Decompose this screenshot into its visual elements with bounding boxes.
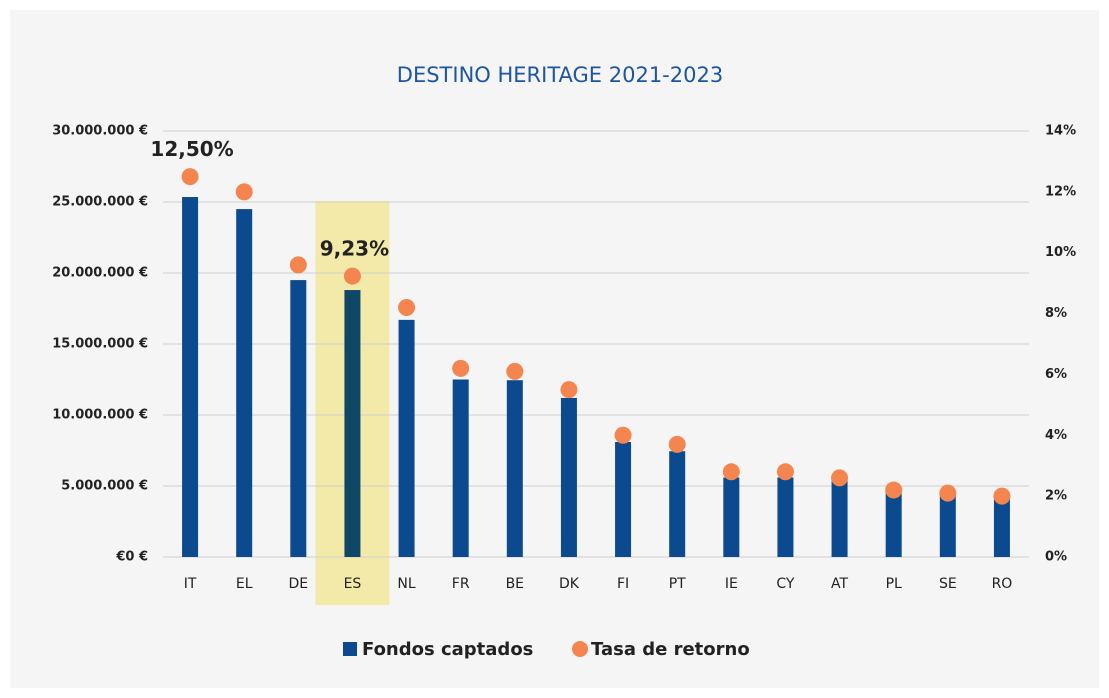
x-tick-label: AT [831, 576, 848, 592]
y2-tick-label: 8% [1045, 306, 1067, 321]
y-tick-label: 25.000.000 € [52, 195, 148, 210]
x-tick-label: IT [184, 576, 197, 592]
bar [236, 209, 253, 557]
x-tick-label: IE [725, 576, 738, 592]
x-tick-label: RO [992, 576, 1013, 592]
y-tick-label: 15.000.000 € [52, 337, 148, 352]
y2-tick-label: 14% [1045, 124, 1076, 139]
dot [722, 463, 740, 481]
bar [506, 380, 523, 557]
dot [181, 168, 199, 186]
dot [776, 463, 794, 481]
bar [344, 290, 361, 557]
legend-swatch [343, 642, 357, 656]
x-tick-label: SE [939, 576, 957, 592]
x-tick-label: NL [397, 576, 415, 592]
dot [993, 487, 1011, 505]
dot [885, 481, 903, 499]
dot [560, 381, 578, 399]
x-tick-label: DK [559, 576, 580, 592]
dot [614, 426, 632, 444]
legend-label: Tasa de retorno [591, 639, 750, 660]
chart-title: DESTINO HERITAGE 2021-2023 [397, 63, 723, 87]
x-tick-label: PT [669, 576, 686, 592]
value-label: 9,23% [320, 237, 389, 261]
legend-swatch [572, 641, 588, 657]
value-label: 12,50% [150, 137, 233, 161]
bar [290, 280, 307, 557]
legend-label: Fondos captados [362, 639, 533, 660]
dot [289, 256, 307, 274]
dot [398, 298, 416, 316]
x-tick-label: ES [344, 576, 362, 592]
y2-tick-label: 6% [1045, 367, 1067, 382]
y-tick-label: 10.000.000 € [52, 408, 148, 423]
y2-tick-label: 12% [1045, 184, 1076, 199]
bar [723, 477, 740, 557]
x-tick-label: CY [776, 576, 795, 592]
bar [615, 441, 632, 557]
y-tick-label: 5.000.000 € [61, 479, 148, 494]
bar [831, 480, 848, 557]
bar [939, 494, 956, 557]
dot [235, 183, 253, 201]
bar [182, 197, 199, 557]
y2-tick-label: 10% [1045, 245, 1076, 260]
x-tick-label: FI [617, 576, 629, 592]
x-tick-label: FR [452, 576, 470, 592]
y2-tick-label: 4% [1045, 428, 1067, 443]
y-tick-label: 20.000.000 € [52, 266, 148, 281]
dot [343, 267, 361, 285]
y2-tick-label: 2% [1045, 489, 1067, 504]
dot [506, 362, 524, 380]
dot [831, 469, 849, 487]
bar [560, 397, 577, 557]
bar [777, 477, 794, 557]
bar [398, 319, 415, 557]
x-tick-label: BE [506, 576, 524, 592]
x-tick-label: PL [886, 576, 902, 592]
x-tick-label: DE [288, 576, 308, 592]
dot [939, 484, 957, 502]
dot [668, 435, 686, 453]
y2-tick-label: 0% [1045, 550, 1067, 565]
bar [452, 379, 469, 557]
x-tick-label: EL [236, 576, 253, 592]
bar [993, 495, 1010, 557]
bar [885, 491, 902, 557]
bar [669, 451, 686, 557]
panel [10, 10, 1099, 688]
dot [452, 359, 470, 377]
y-tick-label: 30.000.000 € [52, 124, 148, 139]
y-tick-label: €0 € [115, 550, 148, 565]
